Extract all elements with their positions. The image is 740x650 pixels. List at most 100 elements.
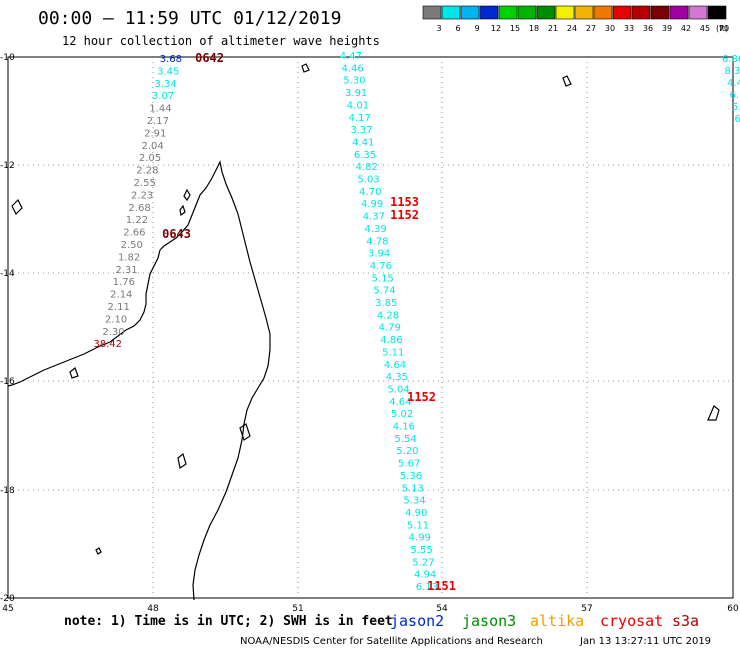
wave-height-value: 4.17 xyxy=(349,113,371,124)
lat-lon-grid xyxy=(8,57,733,598)
wave-height-value: 5.11 xyxy=(382,347,404,358)
wave-height-value: 4.79 xyxy=(379,323,401,334)
longitude-label: 51 xyxy=(292,604,303,614)
legend-swatch xyxy=(631,5,651,20)
wave-height-value: 2.17 xyxy=(147,116,169,127)
legend-swatch xyxy=(707,5,727,20)
wave-height-value: 5.67 xyxy=(398,459,420,470)
wave-height-value: 5.74 xyxy=(373,286,395,297)
wave-height-value: 4.35 xyxy=(386,372,408,383)
legend-swatch xyxy=(688,5,708,20)
wave-height-value: 5.20 xyxy=(396,446,418,457)
wave-height-value: 3.07 xyxy=(152,91,174,102)
wave-height-value: 2.91 xyxy=(144,128,166,139)
wave-height-value: 5.13 xyxy=(402,483,424,494)
wave-height-value: 6.86 xyxy=(722,54,740,65)
island-4 xyxy=(239,423,251,441)
wave-height-value: 4.82 xyxy=(356,162,378,173)
footnote: note: 1) Time is in UTC; 2) SWH is in fe… xyxy=(64,614,393,629)
wave-height-value: 5.55 xyxy=(410,545,432,556)
satellite-s3a: s3a xyxy=(672,612,699,630)
wave-height-value: 4.99 xyxy=(361,199,383,210)
pass-time-label: 1153 xyxy=(390,195,419,209)
legend-label: 33 xyxy=(624,24,634,33)
wave-height-value: 4.41 xyxy=(352,137,374,148)
wave-height-value: 4.4 xyxy=(727,78,740,89)
wave-height-value: 4.16 xyxy=(393,422,415,433)
satellite-jason2: jason2 xyxy=(390,612,444,630)
legend-swatch xyxy=(555,5,575,20)
legend-swatch xyxy=(650,5,670,20)
pass-time-label: 0642 xyxy=(195,51,224,65)
wave-height-value: 2.55 xyxy=(134,178,156,189)
island-6 xyxy=(707,405,720,421)
island-7 xyxy=(562,75,572,87)
wave-height-value: 4.47 xyxy=(340,51,362,62)
legend-label: 9 xyxy=(474,24,479,33)
wave-height-value: 4.86 xyxy=(380,335,402,346)
wave-height-value: 2.66 xyxy=(123,228,145,239)
wave-height-value: 4.94 xyxy=(414,570,436,581)
legend-swatch xyxy=(669,5,689,20)
legend-swatch xyxy=(593,5,613,20)
wave-height-value: 5.04 xyxy=(387,384,409,395)
latitude-label: -16 xyxy=(0,377,15,387)
wave-height-value: 2.68 xyxy=(128,203,150,214)
wave-height-value: 4.39 xyxy=(364,224,386,235)
color-legend: 3 6 9 12 15 18 21 24 27 30 33 36 39 42 45 70(ft) xyxy=(422,5,729,33)
wave-height-value: 2.14 xyxy=(110,290,132,301)
wave-height-value: 4.37 xyxy=(363,212,385,223)
wave-height-value: 1.22 xyxy=(126,215,148,226)
legend-label: 6 xyxy=(455,24,460,33)
island-1 xyxy=(183,188,191,202)
wave-height-value: 2.50 xyxy=(121,240,143,251)
wave-height-value: 4.99 xyxy=(409,533,431,544)
wave-height-value: 2.23 xyxy=(131,190,153,201)
wave-height-value: 5.30 xyxy=(343,76,365,87)
wave-height-value: 5. xyxy=(732,102,740,113)
legend-swatch xyxy=(422,5,442,20)
satellite-altika: altika xyxy=(530,612,584,630)
wave-height-value: 5.36 xyxy=(400,471,422,482)
madagascar-coast xyxy=(7,160,271,601)
wave-height-value: 4.78 xyxy=(366,236,388,247)
legend-swatch xyxy=(479,5,499,20)
wave-height-value: 2.11 xyxy=(108,302,130,313)
wave-height-value: 5.11 xyxy=(407,520,429,531)
wave-height-value: 4.70 xyxy=(359,187,381,198)
wave-height-value: 5.34 xyxy=(403,496,425,507)
satellite-cryosat: cryosat xyxy=(600,612,663,630)
coastline xyxy=(7,63,720,601)
wave-height-value: 2.05 xyxy=(139,153,161,164)
map-frame xyxy=(7,56,734,599)
wave-height-value: 4.64 xyxy=(384,360,406,371)
wave-height-value: 6.13 xyxy=(416,582,438,593)
legend-swatch xyxy=(612,5,632,20)
axis-labels: 45 48 51 54 57 60 -10 -12 -14 -16 -18 -20 xyxy=(0,53,739,614)
wave-height-value: 3.34 xyxy=(155,79,177,90)
legend-label: 3 xyxy=(436,24,441,33)
legend-unit: (ft) xyxy=(716,24,728,33)
legend-swatch xyxy=(536,5,556,20)
legend-label: 21 xyxy=(548,24,558,33)
credit-line: NOAA/NESDIS Center for Satellite Applica… xyxy=(240,636,543,647)
longitude-label: 60 xyxy=(727,604,739,614)
legend-swatch xyxy=(441,5,461,20)
wave-height-value: 3.91 xyxy=(345,88,367,99)
legend-swatch xyxy=(574,5,594,20)
altimeter-tracks: 3.683.45 3.343.07 1.442.172.91 2.042.05 2.28… xyxy=(93,51,740,593)
wave-height-value: 6.35 xyxy=(354,150,376,161)
wave-height-value: 3.68 xyxy=(160,54,182,65)
wave-height-value: 8.3 xyxy=(725,66,740,77)
wave-height-value: 5.02 xyxy=(391,409,413,420)
legend-label: 39 xyxy=(662,24,672,33)
wave-height-value: 1.76 xyxy=(113,277,135,288)
wave-height-value: 3.85 xyxy=(375,298,397,309)
legend-label: 27 xyxy=(586,24,596,33)
wave-height-value: 5.03 xyxy=(357,175,379,186)
wave-height-value: 5.27 xyxy=(412,557,434,568)
island-10 xyxy=(69,367,79,379)
island-2 xyxy=(179,204,186,217)
wave-height-value: 3.37 xyxy=(350,125,372,136)
